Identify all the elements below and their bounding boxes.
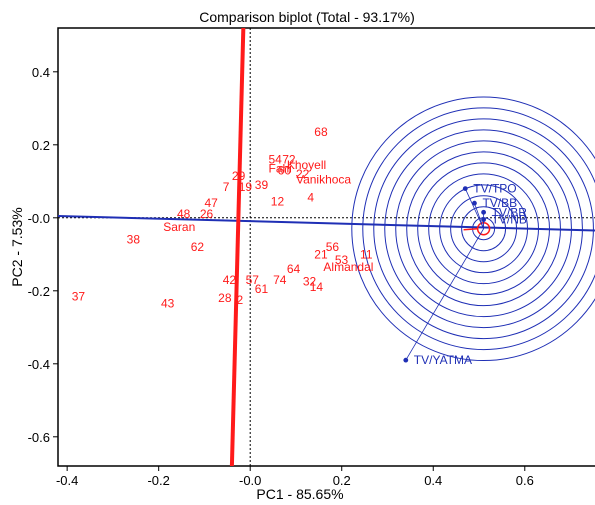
x-tick-label: 0.4 bbox=[424, 473, 442, 488]
y-tick-label: -0.0 bbox=[28, 211, 50, 226]
genotype-label: 56 bbox=[326, 240, 340, 254]
genotype-label: 28 bbox=[218, 291, 232, 305]
genotype-label: 14 bbox=[310, 280, 324, 294]
genotype-label: Fahi bbox=[269, 162, 292, 176]
genotype-label: 61 bbox=[255, 282, 269, 296]
genotype-label: 48 bbox=[177, 207, 191, 221]
environment-point bbox=[481, 209, 486, 215]
x-axis-title: PC1 - 85.65% bbox=[256, 486, 343, 502]
x-tick-label: 0.2 bbox=[333, 473, 351, 488]
genotype-label: 4 bbox=[307, 191, 314, 205]
x-axis-ticks: -0.4 -0.2 -0.0 0.2 0.4 0.6 bbox=[56, 466, 534, 488]
genotype-label: 42 bbox=[223, 273, 237, 287]
ring-circle bbox=[384, 129, 583, 329]
y-tick-label: 0.4 bbox=[32, 65, 50, 80]
genotype-label: 11 bbox=[360, 247, 373, 261]
environment-point bbox=[403, 357, 409, 363]
genotype-label: 2 bbox=[236, 293, 243, 307]
environment-point bbox=[481, 217, 486, 223]
environment-vector bbox=[405, 228, 484, 361]
genotype-label: 19 bbox=[239, 180, 253, 194]
plot-frame bbox=[57, 27, 595, 467]
x-tick-label: 0.6 bbox=[516, 473, 534, 488]
environment-vector bbox=[464, 188, 484, 229]
environment-label: TV/NB bbox=[492, 213, 527, 227]
genotype-label: 26 bbox=[200, 207, 214, 221]
x-tick-label: -0.2 bbox=[147, 473, 169, 488]
genotype-label: 39 bbox=[255, 178, 269, 192]
genotype-label: Almandal bbox=[323, 260, 373, 274]
ring-circle bbox=[351, 96, 595, 362]
y-tick-label: -0.4 bbox=[28, 357, 50, 372]
x-tick-label: -0.4 bbox=[56, 473, 78, 488]
y-tick-label: -0.6 bbox=[28, 430, 50, 445]
genotype-label: 22 bbox=[296, 167, 310, 181]
genotype-label: 21 bbox=[314, 247, 328, 261]
environment-label: TV/TPO bbox=[473, 182, 516, 196]
ideal-point-arrow bbox=[463, 228, 478, 231]
genotype-label: 7 bbox=[223, 180, 230, 194]
genotype-label: 47 bbox=[204, 196, 218, 210]
environment-label: TV/YATMA bbox=[414, 353, 472, 367]
y-axis-title: PC2 - 7.53% bbox=[9, 207, 25, 286]
y-tick-label: -0.2 bbox=[28, 284, 50, 299]
genotype-label: 38 bbox=[127, 233, 141, 247]
genotype-label: Saran bbox=[163, 220, 195, 234]
genotype-label: 32 bbox=[303, 275, 317, 289]
genotype-label: 64 bbox=[287, 262, 301, 276]
genotype-label: 68 bbox=[314, 125, 328, 139]
environment-label: TV/BR bbox=[492, 205, 528, 219]
genotype-label: 43 bbox=[161, 297, 175, 311]
y-tick-label: 0.2 bbox=[32, 138, 50, 153]
perpendicular-axis bbox=[229, 28, 246, 466]
genotype-label: 74 bbox=[273, 273, 287, 287]
chart-title: Comparison biplot (Total - 93.17%) bbox=[199, 9, 415, 25]
genotype-label: 53 bbox=[335, 253, 349, 267]
average-environment-axis bbox=[58, 214, 595, 232]
genotype-label: 37 bbox=[72, 289, 86, 303]
environment-point bbox=[472, 200, 477, 206]
genotype-label: 54 bbox=[269, 152, 283, 166]
genotype-label: Vanikhoca bbox=[296, 172, 351, 186]
genotype-label: 60 bbox=[278, 163, 292, 177]
x-tick-label: -0.0 bbox=[239, 473, 261, 488]
y-axis-ticks: 0.4 0.2 -0.0 -0.2 -0.4 -0.6 bbox=[28, 65, 58, 445]
environment-point bbox=[462, 186, 468, 192]
genotype-label: 12 bbox=[271, 194, 285, 208]
ring-circle bbox=[362, 107, 595, 351]
ring-circle bbox=[373, 118, 594, 340]
genotype-label: 29 bbox=[232, 169, 246, 183]
ring-circle bbox=[395, 140, 572, 318]
environment-label: TV/BB bbox=[482, 196, 517, 210]
genotype-label: 72 bbox=[282, 152, 296, 166]
environment-vector bbox=[474, 203, 484, 229]
genotype-label: 57 bbox=[246, 273, 260, 287]
genotype-label: Khoyell bbox=[287, 158, 326, 172]
genotype-label: 62 bbox=[191, 240, 205, 254]
